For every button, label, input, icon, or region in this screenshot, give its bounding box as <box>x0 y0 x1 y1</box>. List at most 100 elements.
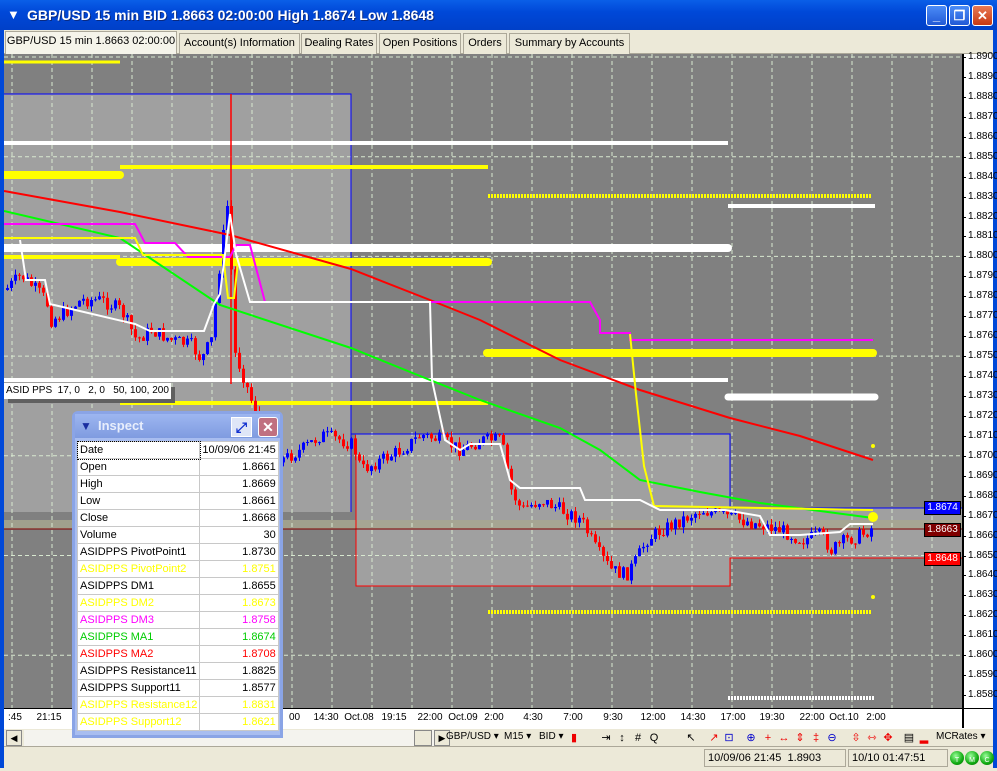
time-label: 4:30 <box>523 712 543 723</box>
price-label: 1.8840 <box>968 170 997 182</box>
tab-orders[interactable]: Orders <box>463 33 507 54</box>
inspect-row[interactable]: ASIDPPS PivotPoint2 1.8751 <box>76 560 279 578</box>
price-label: 1.8790 <box>968 270 997 282</box>
close-icon[interactable]: ✕ <box>258 417 278 437</box>
candle-body <box>870 528 873 537</box>
properties-icon[interactable]: ▤ <box>903 732 915 744</box>
level-dot <box>871 595 875 599</box>
scale-both-icon[interactable]: ✥ <box>883 732 893 744</box>
inspect-title-bar[interactable]: ▼ Inspect ⤢ ✕ <box>75 414 280 438</box>
scroll-right-button[interactable]: ▶ <box>434 730 450 746</box>
zoom-out-icon[interactable]: ⊖ <box>827 732 837 744</box>
price-tag: 1.8663 <box>924 522 961 537</box>
fit-right-icon[interactable]: ⇥ <box>601 732 611 744</box>
expand-horizontal-icon[interactable]: ↔ <box>778 732 790 744</box>
candle-body <box>846 535 849 538</box>
fit-vertical-icon[interactable]: ↕ <box>619 732 625 744</box>
inspect-row[interactable]: ASIDPPS Resistance12 1.8831 <box>76 696 279 714</box>
title-bar[interactable]: ▼ GBP/USD 15 min BID 1.8663 02:00:00 Hig… <box>0 0 997 30</box>
expand-vertical-icon[interactable]: ⇕ <box>795 732 805 744</box>
price-label: 1.8690 <box>968 469 997 481</box>
candle-body <box>790 539 793 541</box>
candle-body <box>554 506 557 509</box>
candle-body <box>454 442 457 448</box>
maximize-icon[interactable]: ⤢ <box>231 417 252 437</box>
tab-accounts-information[interactable]: Account(s) Information <box>179 33 300 54</box>
close-button[interactable]: ✕ <box>972 5 993 26</box>
candlestick-icon[interactable]: ▮ <box>570 732 578 744</box>
price-tick <box>962 336 966 338</box>
inspect-row-value: 1.8661 <box>199 458 279 476</box>
price-label: 1.8810 <box>968 230 997 242</box>
inspect-row[interactable]: ASIDPPS PivotPoint1 1.8730 <box>76 543 279 561</box>
candle-body <box>650 538 653 546</box>
inspect-row[interactable]: ASIDPPS Resistance11 1.8825 <box>76 662 279 680</box>
candle-body <box>514 489 517 501</box>
tab-summary-by-accounts[interactable]: Summary by Accounts <box>509 33 630 54</box>
connect-icon[interactable]: ⊡ <box>724 732 734 744</box>
inspect-row[interactable]: Date 10/09/06 21:45 <box>76 440 279 460</box>
candle-body <box>478 443 481 450</box>
inspect-row-value: 1.8673 <box>199 594 279 612</box>
inspect-row[interactable]: ASIDPPS DM2 1.8673 <box>76 594 279 612</box>
candle-body <box>206 342 209 355</box>
candle-body <box>46 292 49 307</box>
scale-vertical-icon[interactable]: ⇳ <box>851 732 861 744</box>
candle-body <box>74 306 77 309</box>
candle-body <box>226 205 229 231</box>
price-label: 1.8830 <box>968 190 997 202</box>
candle-body <box>254 400 257 412</box>
scroll-left-button[interactable]: ◀ <box>6 730 22 746</box>
inspect-row[interactable]: Low 1.8661 <box>76 492 279 510</box>
restore-button[interactable]: ❐ <box>949 5 970 26</box>
price-axis[interactable]: 1.8900 1.8890 1.8880 1.8870 1.8860 1.8850 1.88… <box>962 51 997 708</box>
tab-open-positions[interactable]: Open Positions <box>379 33 461 54</box>
inspect-row[interactable]: ASIDPPS Support12 1.8621 <box>76 713 279 731</box>
rates-source-dropdown[interactable]: MCRates ▾ <box>936 731 986 742</box>
candle-body <box>218 273 221 304</box>
inspect-row[interactable]: Close 1.8668 <box>76 509 279 527</box>
candle-body <box>694 513 697 518</box>
inspect-row[interactable]: ASIDPPS MA2 1.8708 <box>76 645 279 663</box>
grid-icon[interactable]: # <box>634 732 642 744</box>
inspect-row[interactable]: ASIDPPS DM1 1.8655 <box>76 577 279 595</box>
tab-dealing-rates[interactable]: Dealing Rates <box>301 33 377 54</box>
tab-chart[interactable]: GBP/USD 15 min 1.8663 02:00:00 <box>5 31 177 54</box>
candle-body <box>758 523 761 527</box>
candle-body <box>106 297 109 310</box>
price-label: 1.8820 <box>968 210 997 222</box>
color-icon[interactable]: ▂ <box>919 732 929 744</box>
inspect-row[interactable]: ASIDPPS Support11 1.8577 <box>76 679 279 697</box>
inspect-row-value: 1.8661 <box>199 492 279 510</box>
inspect-row[interactable]: High 1.8669 <box>76 475 279 493</box>
zoom-icon[interactable]: ⊕ <box>746 732 756 744</box>
inspect-row[interactable]: Open 1.8661 <box>76 458 279 476</box>
candle-body <box>610 561 613 569</box>
time-label: 12:00 <box>640 712 666 723</box>
price-tick <box>962 316 966 318</box>
price-tick <box>962 675 966 677</box>
inspect-window[interactable]: ▼ Inspect ⤢ ✕ Date 10/09/06 21:45 Open 1.86… <box>72 411 283 738</box>
data-window-icon[interactable]: Q <box>649 732 659 744</box>
cursor-icon[interactable]: ↖ <box>686 732 696 744</box>
inspect-row-label: ASIDPPS DM1 <box>76 577 201 595</box>
inspect-row[interactable]: ASIDPPS MA1 1.8674 <box>76 628 279 646</box>
shrink-icon[interactable]: ‡ <box>812 732 820 744</box>
price-tick <box>962 196 966 198</box>
crosshair-icon[interactable]: + <box>764 732 772 744</box>
inspect-row[interactable]: ASIDPPS DM3 1.8758 <box>76 611 279 629</box>
candle-body <box>734 512 737 514</box>
scale-horizontal-icon[interactable]: ⇿ <box>867 732 877 744</box>
inspect-row[interactable]: Volume 30 <box>76 526 279 544</box>
price-tick <box>962 435 966 437</box>
dm3-line <box>4 223 873 341</box>
minimize-button[interactable]: _ <box>926 5 947 26</box>
scroll-thumb[interactable] <box>414 730 432 746</box>
price-type-dropdown[interactable]: BID ▾ <box>539 731 564 742</box>
symbol-dropdown[interactable]: GBP/USD ▾ <box>446 731 499 742</box>
candle-body <box>130 315 133 330</box>
timeframe-dropdown[interactable]: M15 ▾ <box>504 731 532 742</box>
candle-body <box>98 296 101 300</box>
trendline-icon[interactable]: ↗ <box>709 732 719 744</box>
candle-body <box>630 563 633 581</box>
